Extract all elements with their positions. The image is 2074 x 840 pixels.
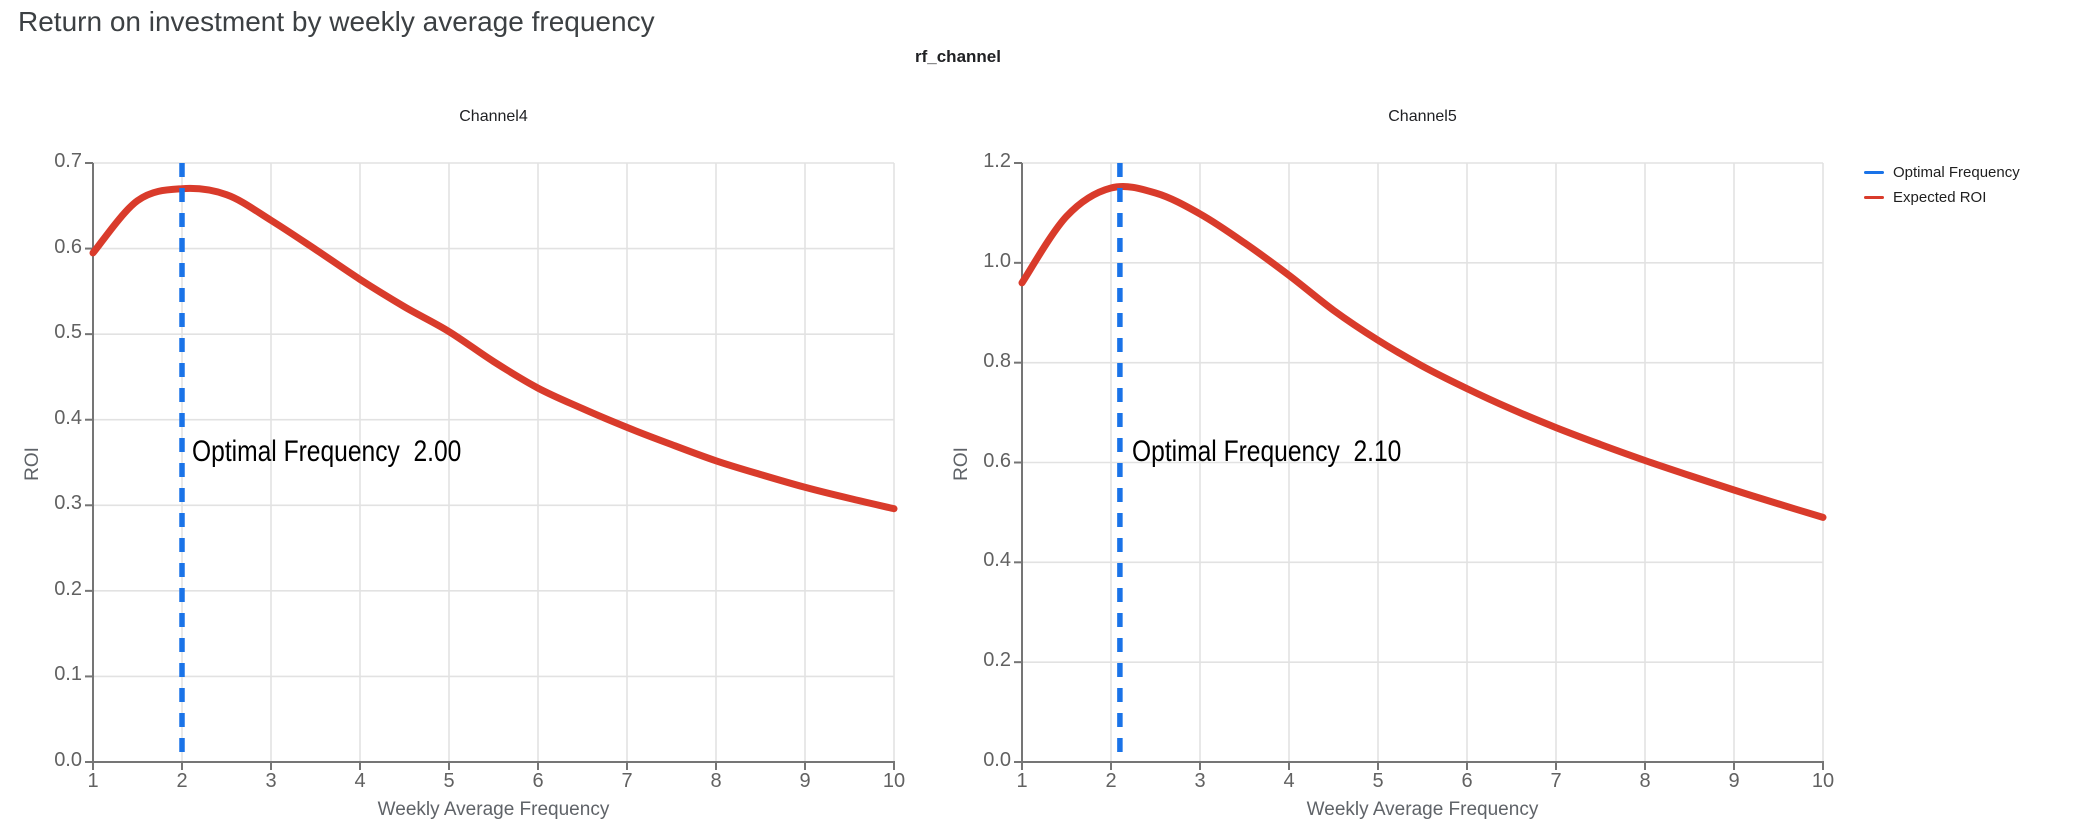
x-tick-label: 1 [1016,770,1028,792]
y-tick-label: 0.6 [983,449,1011,472]
x-tick-label: 6 [532,770,544,792]
x-tick-label: 3 [1194,770,1206,792]
x-tick-label: 1 [87,770,99,792]
y-tick-label: 0.8 [983,349,1011,372]
x-tick-label: 4 [354,770,366,792]
y-tick-label: 0.7 [54,150,82,172]
plot-area [85,162,898,770]
y-tick-label: 0.3 [54,492,82,515]
optimal-frequency-annotation: Optimal Frequency 2.00 [192,435,462,468]
x-tick-label: 8 [710,770,722,792]
page-title: Return on investment by weekly average f… [18,6,655,37]
legend-label: Optimal Frequency [1893,164,2020,181]
y-tick-label: 0.4 [983,549,1011,572]
x-tick-label: 6 [1461,770,1473,792]
optimal-frequency-annotation: Optimal Frequency 2.10 [1132,435,1402,468]
y-tick-label: 0.2 [54,577,82,600]
x-tick-label: 8 [1639,770,1651,792]
chart-channel5: Channel5 ROI Optimal Frequency 2.10 Week… [936,100,1886,840]
expected-roi-curve [1018,182,1827,521]
x-tick-label: 3 [265,770,277,792]
expected-roi-curve [89,184,898,513]
legend-item-optimal-frequency: Optimal Frequency [1864,160,2020,185]
legend-label: Expected ROI [1893,189,1987,206]
figure-title: rf_channel [915,47,1001,66]
y-tick-label: 0.1 [54,663,82,686]
legend: Optimal Frequency Expected ROI [1864,160,2020,210]
x-tick-label: 5 [443,770,455,792]
x-tick-label: 9 [1728,770,1740,792]
chart-subplot-title: Channel4 [459,108,528,125]
legend-item-expected-roi: Expected ROI [1864,185,2020,210]
x-tick-label: 5 [1372,770,1384,792]
chart-subplot-title: Channel5 [1388,108,1457,125]
x-axis-title: Weekly Average Frequency [377,799,610,820]
x-tick-label: 9 [799,770,811,792]
y-tick-label: 1.0 [983,249,1011,272]
x-axis-title: Weekly Average Frequency [1306,799,1539,820]
x-tick-label: 2 [1105,770,1117,792]
y-tick-label: 1.2 [983,150,1011,172]
y-tick-label: 0.0 [54,749,82,771]
y-tick-label: 0.0 [983,749,1011,771]
x-tick-label: 4 [1283,770,1295,792]
chart-channel4: Channel4 ROI Optimal Frequency 2.00 Week… [7,100,957,840]
x-tick-label: 10 [882,770,906,792]
x-tick-label: 10 [1811,770,1835,792]
expected-roi-line-swatch [1864,195,1884,200]
optimal-frequency-line-swatch [1864,170,1884,175]
y-tick-label: 0.5 [54,321,82,344]
y-tick-label: 0.6 [54,235,82,258]
y-tick-label: 0.2 [983,649,1011,672]
plot-area [1014,162,1827,770]
y-tick-label: 0.4 [54,406,82,429]
x-tick-label: 2 [176,770,188,792]
x-tick-label: 7 [621,770,633,792]
x-tick-label: 7 [1550,770,1562,792]
